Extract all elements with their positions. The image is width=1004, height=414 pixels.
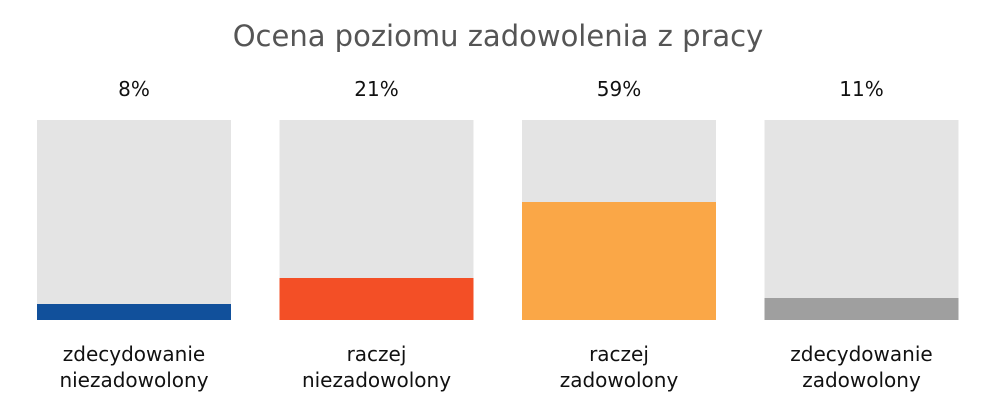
bar-2 <box>279 278 474 320</box>
value-label-3: 59% <box>597 77 641 101</box>
category-label-2-line-2: niezadowolony <box>302 368 451 392</box>
category-label-4-line-1: zdecydowanie <box>790 342 932 366</box>
chart-title: Ocena poziomu zadowolenia z pracy <box>233 19 764 53</box>
category-label-2-line-1: raczej <box>347 342 407 366</box>
bar-4 <box>764 298 959 320</box>
value-label-1: 8% <box>118 77 150 101</box>
category-label-3-line-1: raczej <box>589 342 649 366</box>
category-label-1-line-2: niezadowolony <box>59 368 208 392</box>
bar-3 <box>522 202 716 320</box>
category-label-3-line-2: zadowolony <box>560 368 679 392</box>
bars-group: 8%zdecydowanieniezadowolony21%raczejniez… <box>37 77 959 392</box>
bar-track-4 <box>764 120 959 320</box>
category-label-4-line-2: zadowolony <box>802 368 921 392</box>
bar-1 <box>37 304 231 320</box>
bar-track-1 <box>37 120 231 320</box>
value-label-2: 21% <box>354 77 398 101</box>
value-label-4: 11% <box>839 77 883 101</box>
category-label-1-line-1: zdecydowanie <box>63 342 205 366</box>
